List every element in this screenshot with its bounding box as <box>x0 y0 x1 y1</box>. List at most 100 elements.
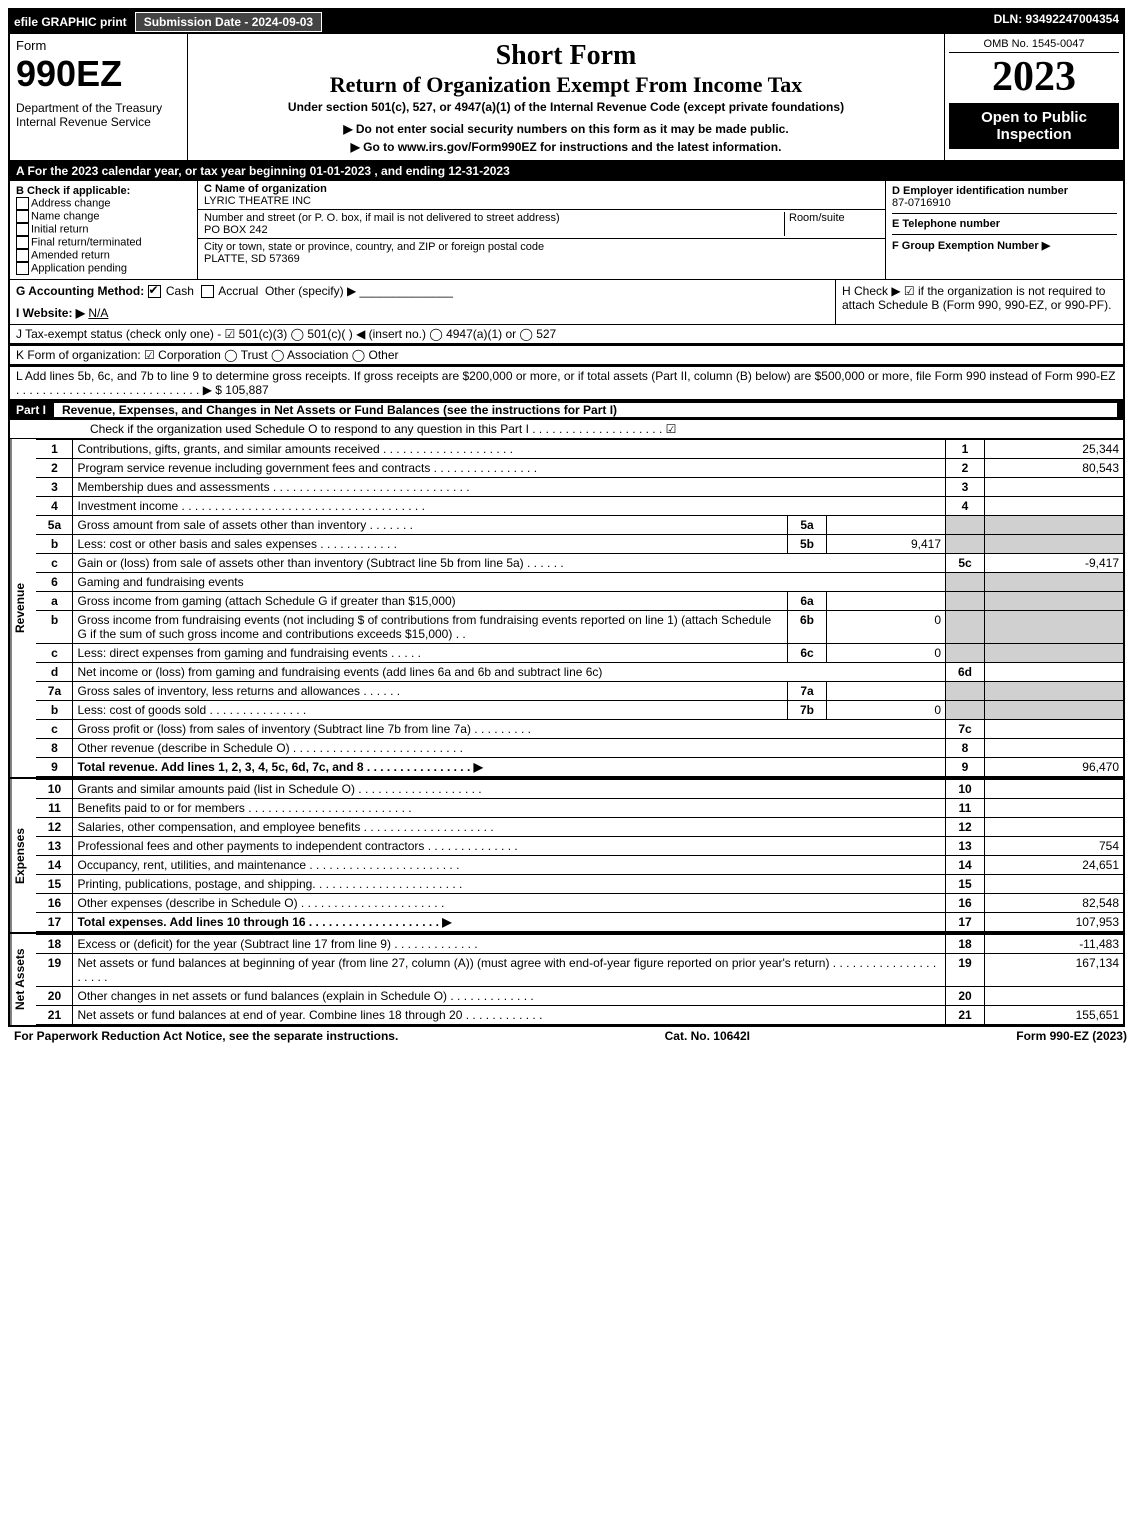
line14-desc: Occupancy, rent, utilities, and maintena… <box>73 856 946 875</box>
line10-val <box>985 780 1124 799</box>
line2-val: 80,543 <box>985 459 1124 478</box>
line6a-desc: Gross income from gaming (attach Schedul… <box>73 592 788 611</box>
line17-val: 107,953 <box>985 913 1124 932</box>
line15-val <box>985 875 1124 894</box>
g-label: G Accounting Method: <box>16 284 144 298</box>
part1-sub: Check if the organization used Schedule … <box>10 420 1123 439</box>
line7b-val: 0 <box>827 701 946 720</box>
form-990ez: efile GRAPHIC print Submission Date - 20… <box>8 8 1125 1027</box>
e-label: E Telephone number <box>892 214 1117 235</box>
line13-val: 754 <box>985 837 1124 856</box>
opt-address: Address change <box>31 197 111 209</box>
expenses-section: Expenses 10Grants and similar amounts pa… <box>10 777 1123 932</box>
line11-desc: Benefits paid to or for members . . . . … <box>73 799 946 818</box>
line13-desc: Professional fees and other payments to … <box>73 837 946 856</box>
header: Form 990EZ Department of the Treasury In… <box>10 34 1123 162</box>
open-public: Open to Public Inspection <box>949 103 1119 149</box>
check-address-change[interactable] <box>16 197 29 210</box>
efile-label: efile GRAPHIC print <box>14 15 127 29</box>
expenses-table: 10Grants and similar amounts paid (list … <box>36 779 1123 932</box>
ein: 87-0716910 <box>892 197 1117 214</box>
line3-desc: Membership dues and assessments . . . . … <box>73 478 946 497</box>
check-pending[interactable] <box>16 262 29 275</box>
l-text: L Add lines 5b, 6c, and 7b to line 9 to … <box>16 369 1115 397</box>
line12-desc: Salaries, other compensation, and employ… <box>73 818 946 837</box>
line17-desc: Total expenses. Add lines 10 through 16 … <box>73 913 946 932</box>
opt-pending: Application pending <box>31 262 127 274</box>
org-city: PLATTE, SD 57369 <box>204 253 879 265</box>
line20-val <box>985 987 1124 1006</box>
warn-link: ▶ Go to www.irs.gov/Form990EZ for instru… <box>194 140 938 154</box>
line15-desc: Printing, publications, postage, and shi… <box>73 875 946 894</box>
line5c-val: -9,417 <box>985 554 1124 573</box>
tax-year: 2023 <box>949 53 1119 101</box>
line8-desc: Other revenue (describe in Schedule O) .… <box>73 739 946 758</box>
k-row: K Form of organization: ☑ Corporation ◯ … <box>10 344 1123 365</box>
g-accrual: Accrual <box>218 284 258 298</box>
form-number: 990EZ <box>16 53 181 95</box>
line6b-desc: Gross income from fundraising events (no… <box>73 611 788 644</box>
c-name-label: C Name of organization <box>204 183 879 195</box>
footer: For Paperwork Reduction Act Notice, see … <box>8 1027 1129 1045</box>
line6b-val: 0 <box>827 611 946 644</box>
check-final[interactable] <box>16 236 29 249</box>
line6c-desc: Less: direct expenses from gaming and fu… <box>73 644 788 663</box>
footer-mid: Cat. No. 10642I <box>665 1029 750 1043</box>
title-short-form: Short Form <box>194 40 938 72</box>
opt-initial: Initial return <box>31 223 88 235</box>
omb-label: OMB No. 1545-0047 <box>949 38 1119 53</box>
check-cash[interactable] <box>148 285 161 298</box>
check-accrual[interactable] <box>201 285 214 298</box>
org-address: PO BOX 242 <box>204 224 784 236</box>
part1-header: Part I Revenue, Expenses, and Changes in… <box>10 400 1123 420</box>
line6c-val: 0 <box>827 644 946 663</box>
line6-desc: Gaming and fundraising events <box>73 573 946 592</box>
revenue-section: Revenue 1Contributions, gifts, grants, a… <box>10 439 1123 777</box>
line5b-val: 9,417 <box>827 535 946 554</box>
revenue-table: 1Contributions, gifts, grants, and simil… <box>36 439 1123 777</box>
line7a-desc: Gross sales of inventory, less returns a… <box>73 682 788 701</box>
room-label: Room/suite <box>784 212 879 236</box>
line9-val: 96,470 <box>985 758 1124 777</box>
opt-name: Name change <box>31 210 100 222</box>
line3-val <box>985 478 1124 497</box>
check-name-change[interactable] <box>16 210 29 223</box>
line12-val <box>985 818 1124 837</box>
city-label: City or town, state or province, country… <box>204 241 879 253</box>
check-amended[interactable] <box>16 249 29 262</box>
line1-desc: Contributions, gifts, grants, and simila… <box>73 440 946 459</box>
line7c-val <box>985 720 1124 739</box>
dept-label: Department of the Treasury Internal Reve… <box>16 101 181 129</box>
h-text: H Check ▶ ☑ if the organization is not r… <box>835 280 1123 324</box>
form-word: Form <box>16 38 181 53</box>
subtitle: Under section 501(c), 527, or 4947(a)(1)… <box>194 100 938 114</box>
submission-date: Submission Date - 2024-09-03 <box>135 12 322 32</box>
org-name: LYRIC THEATRE INC <box>204 195 879 207</box>
line5b-desc: Less: cost or other basis and sales expe… <box>73 535 788 554</box>
line16-desc: Other expenses (describe in Schedule O) … <box>73 894 946 913</box>
netassets-table: 18Excess or (deficit) for the year (Subt… <box>36 934 1123 1025</box>
line7a-val <box>827 682 946 701</box>
line2-desc: Program service revenue including govern… <box>73 459 946 478</box>
line6a-val <box>827 592 946 611</box>
line4-desc: Investment income . . . . . . . . . . . … <box>73 497 946 516</box>
netassets-section: Net Assets 18Excess or (deficit) for the… <box>10 932 1123 1025</box>
line21-desc: Net assets or fund balances at end of ye… <box>73 1006 946 1025</box>
check-initial[interactable] <box>16 223 29 236</box>
line5a-desc: Gross amount from sale of assets other t… <box>73 516 788 535</box>
opt-amended: Amended return <box>31 249 110 261</box>
footer-left: For Paperwork Reduction Act Notice, see … <box>14 1029 398 1043</box>
part1-label: Part I <box>16 403 54 417</box>
l-amount: 105,887 <box>225 383 268 397</box>
line1-val: 25,344 <box>985 440 1124 459</box>
f-label: F Group Exemption Number ▶ <box>892 235 1117 252</box>
g-h-section: G Accounting Method: Cash Accrual Other … <box>10 280 1123 325</box>
line9-desc: Total revenue. Add lines 1, 2, 3, 4, 5c,… <box>73 758 946 777</box>
addr-label: Number and street (or P. O. box, if mail… <box>204 212 784 224</box>
expenses-vlabel: Expenses <box>10 779 36 932</box>
line16-val: 82,548 <box>985 894 1124 913</box>
line21-val: 155,651 <box>985 1006 1124 1025</box>
line8-val <box>985 739 1124 758</box>
j-row: J Tax-exempt status (check only one) - ☑… <box>10 325 1123 344</box>
g-other: Other (specify) ▶ <box>265 284 356 298</box>
